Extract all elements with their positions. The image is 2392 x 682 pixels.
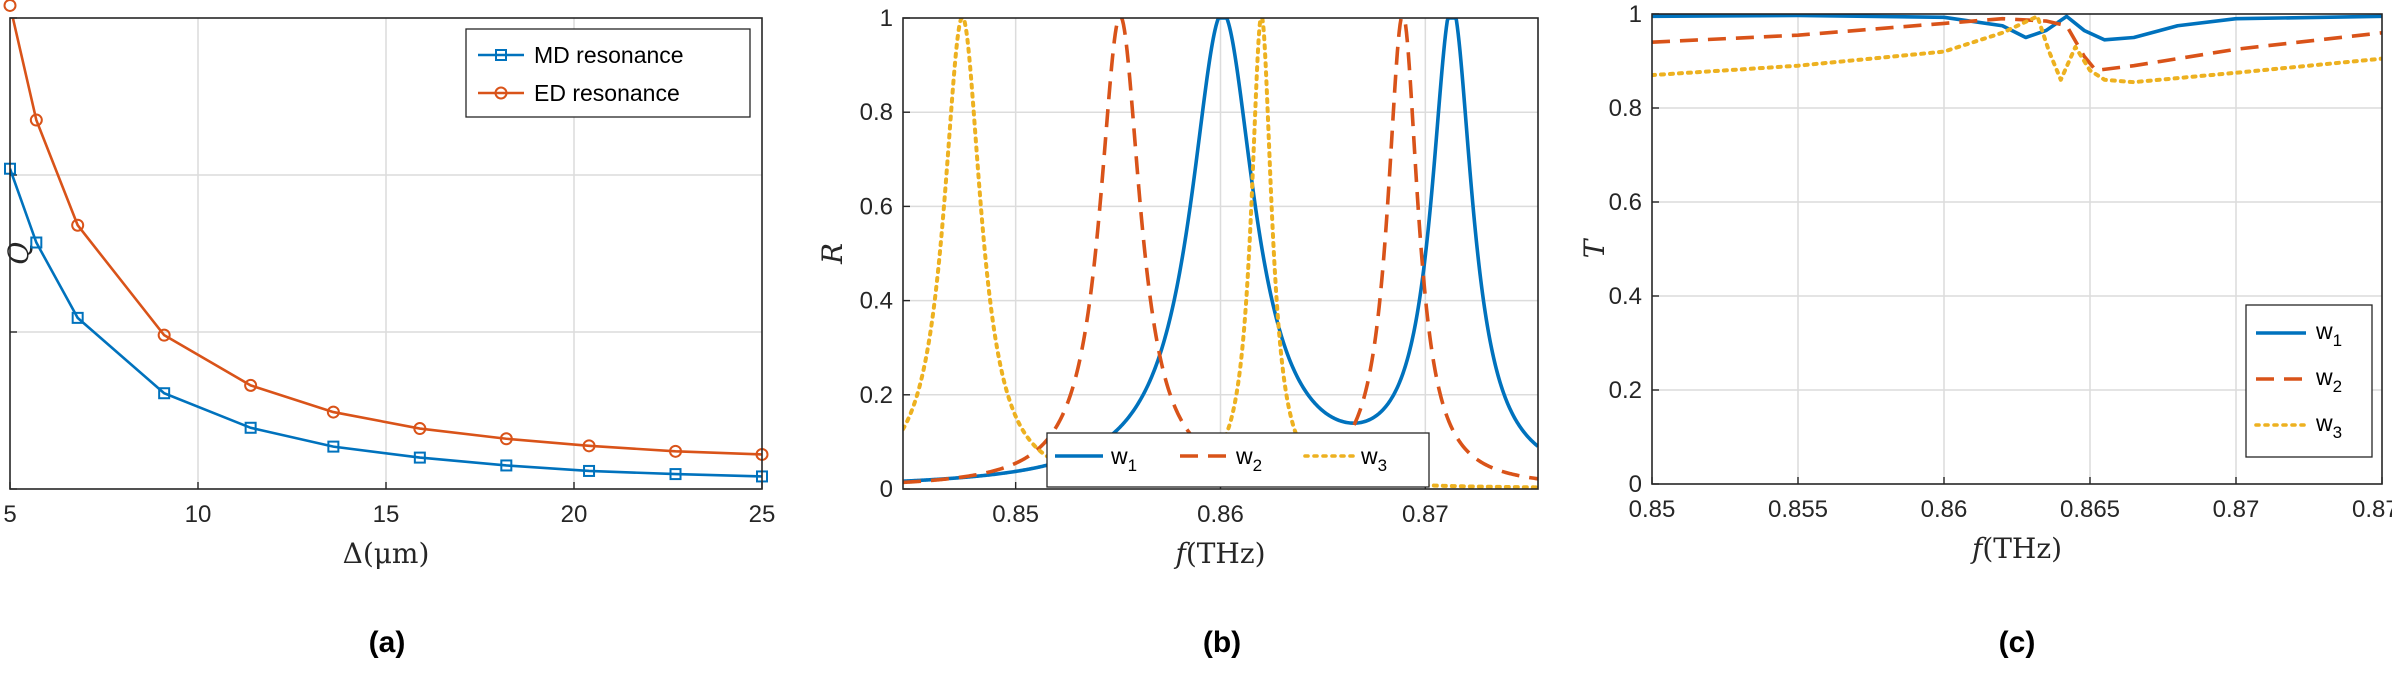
- y-tick-label: 0.6: [860, 193, 893, 220]
- data-point-md: [500, 459, 513, 472]
- series-line-md: [10, 168, 762, 478]
- y-tick-label: 0.4: [860, 288, 893, 315]
- data-point-md: [413, 451, 426, 464]
- legend-label-name: w: [1110, 443, 1128, 469]
- y-tick-label: 0.2: [860, 382, 893, 409]
- plot-area: [1652, 14, 2382, 85]
- data-point-md: [71, 311, 84, 324]
- x-tick-label: 0.86: [1197, 501, 1244, 528]
- x-axis-symbol: Δ: [343, 537, 363, 570]
- x-tick-label: 15: [373, 501, 400, 528]
- data-point-ed: [157, 328, 171, 342]
- x-tick-label: 5: [3, 501, 16, 528]
- legend-label: w1: [2315, 318, 2342, 350]
- y-tick-label: 0.4: [1609, 283, 1642, 310]
- x-axis-title: f(THz): [1173, 537, 1265, 570]
- legend-marker-square: [495, 49, 507, 61]
- data-point-ed: [71, 218, 85, 232]
- legend-box: [2245, 304, 2373, 458]
- legend-label: w1: [1110, 443, 1137, 475]
- legend-label-subscript: 1: [1128, 456, 1137, 475]
- data-point-ed: [669, 444, 683, 458]
- series-line-ed: [11, 18, 762, 456]
- legend-label: MD resonance: [534, 42, 684, 68]
- y-axis-title: R: [816, 243, 849, 265]
- plot-area: [10, 18, 762, 478]
- data-point-ed: [582, 439, 596, 453]
- legend-label-name: w: [2315, 410, 2333, 436]
- series-line-w3: [1652, 14, 2382, 85]
- panel-label: (c): [1999, 626, 2036, 659]
- data-point-ed: [3, 0, 17, 12]
- series-line-w1: [1652, 14, 2382, 42]
- x-tick-label: 25: [749, 501, 776, 528]
- x-axis-title: f(THz): [1970, 532, 2062, 565]
- panel-label: (a): [369, 626, 406, 659]
- data-point-ed: [326, 405, 340, 419]
- series-line-w1: [903, 18, 1538, 483]
- legend: MD resonance ED resonance: [465, 28, 751, 118]
- axes-box: [902, 17, 1539, 490]
- legend-label-subscript: 3: [1378, 456, 1387, 475]
- x-tick-label: 0.85: [1629, 496, 1676, 523]
- legend-marker-circle: [494, 86, 508, 100]
- y-tick-label: 1: [1629, 1, 1642, 28]
- legend-label: w2: [2315, 364, 2342, 396]
- y-tick-label: 0.8: [860, 99, 893, 126]
- x-tick-label: 0.85: [992, 501, 1039, 528]
- x-tick-label: 0.875: [2352, 496, 2392, 523]
- x-tick-label: 20: [561, 501, 588, 528]
- x-axis-title: Δ(μm): [343, 537, 430, 570]
- legend-label-subscript: 2: [1253, 456, 1262, 475]
- axes-box: [1651, 13, 2383, 485]
- x-axis-unit: (THz): [1982, 532, 2062, 565]
- data-point-md: [30, 236, 43, 249]
- y-tick-label: 0: [1629, 471, 1642, 498]
- y-tick-label: 0.6: [1609, 189, 1642, 216]
- data-point-ed: [244, 378, 258, 392]
- x-tick-label: 0.855: [1768, 496, 1828, 523]
- x-tick-label: 0.87: [2213, 496, 2260, 523]
- data-point-md: [244, 421, 257, 434]
- legend-box: [465, 28, 751, 118]
- legend-label: w3: [1360, 443, 1387, 475]
- legend-label-subscript: 2: [2333, 377, 2342, 396]
- x-axis-unit: (μm): [363, 537, 430, 570]
- legend-label-name: w: [2315, 318, 2333, 344]
- series-line-w2: [1652, 16, 2382, 73]
- legend-label: w2: [1235, 443, 1262, 475]
- legend-label-name: w: [1360, 443, 1378, 469]
- x-tick-label: 0.86: [1921, 496, 1968, 523]
- y-tick-label: 0.2: [1609, 377, 1642, 404]
- data-point-ed: [29, 113, 43, 127]
- y-axis-title: Q: [2, 242, 35, 265]
- y-tick-label: 1: [880, 5, 893, 32]
- y-tick-label: 0: [880, 476, 893, 503]
- y-axis-title: T: [1578, 237, 1611, 258]
- legend-label: ED resonance: [534, 80, 680, 106]
- data-point-md: [669, 468, 682, 481]
- data-point-md: [158, 387, 171, 400]
- legend-label-subscript: 3: [2333, 423, 2342, 442]
- x-axis-unit: (THz): [1186, 537, 1266, 570]
- x-tick-label: 0.865: [2060, 496, 2120, 523]
- legend-label-name: w: [1235, 443, 1253, 469]
- y-tick-label: 0.8: [1609, 95, 1642, 122]
- data-point-md: [583, 464, 596, 477]
- panel-label: (b): [1203, 626, 1241, 659]
- legend-box: [1046, 432, 1430, 488]
- data-point-ed: [499, 432, 513, 446]
- legend-label-name: w: [2315, 364, 2333, 390]
- x-tick-label: 0.87: [1402, 501, 1449, 528]
- data-point-md: [327, 440, 340, 453]
- data-point-ed: [413, 422, 427, 436]
- legend-label: w3: [2315, 410, 2342, 442]
- legend-label-subscript: 1: [2333, 331, 2342, 350]
- axes-box: [9, 17, 763, 490]
- x-tick-label: 10: [185, 501, 212, 528]
